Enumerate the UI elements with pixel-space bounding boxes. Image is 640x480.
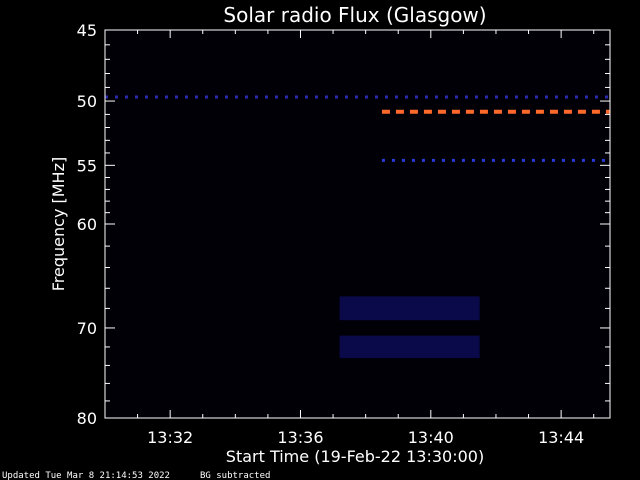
x-tick-label-1: 13:36 xyxy=(277,428,323,447)
y-tick-label-2: 55 xyxy=(77,156,97,175)
y-axis: 45 50 55 60 70 80 xyxy=(77,21,610,428)
y-tick-label-0: 45 xyxy=(77,21,97,40)
plot-area xyxy=(105,30,610,418)
x-axis-label: Start Time (19-Feb-22 13:30:00) xyxy=(226,447,484,466)
footer-note: BG subtracted xyxy=(200,471,270,480)
y-tick-label-1: 50 xyxy=(77,92,97,111)
x-tick-label-3: 13:44 xyxy=(538,428,584,447)
footer-updated: Updated Tue Mar 8 21:14:53 2022 xyxy=(2,471,170,480)
y-tick-label-3: 60 xyxy=(77,215,97,234)
x-tick-label-0: 13:32 xyxy=(147,428,193,447)
x-tick-label-2: 13:40 xyxy=(408,428,454,447)
x-axis: 13:32 13:36 13:40 13:44 xyxy=(104,30,595,447)
feature-band-4 xyxy=(339,335,480,359)
feature-band-3 xyxy=(339,296,480,321)
y-tick-label-4: 70 xyxy=(77,319,97,338)
y-tick-label-5: 80 xyxy=(77,409,97,428)
y-axis-label: Frequency [MHz] xyxy=(49,157,68,291)
chart-title: Solar radio Flux (Glasgow) xyxy=(223,3,486,27)
spectrogram-features xyxy=(105,95,610,359)
